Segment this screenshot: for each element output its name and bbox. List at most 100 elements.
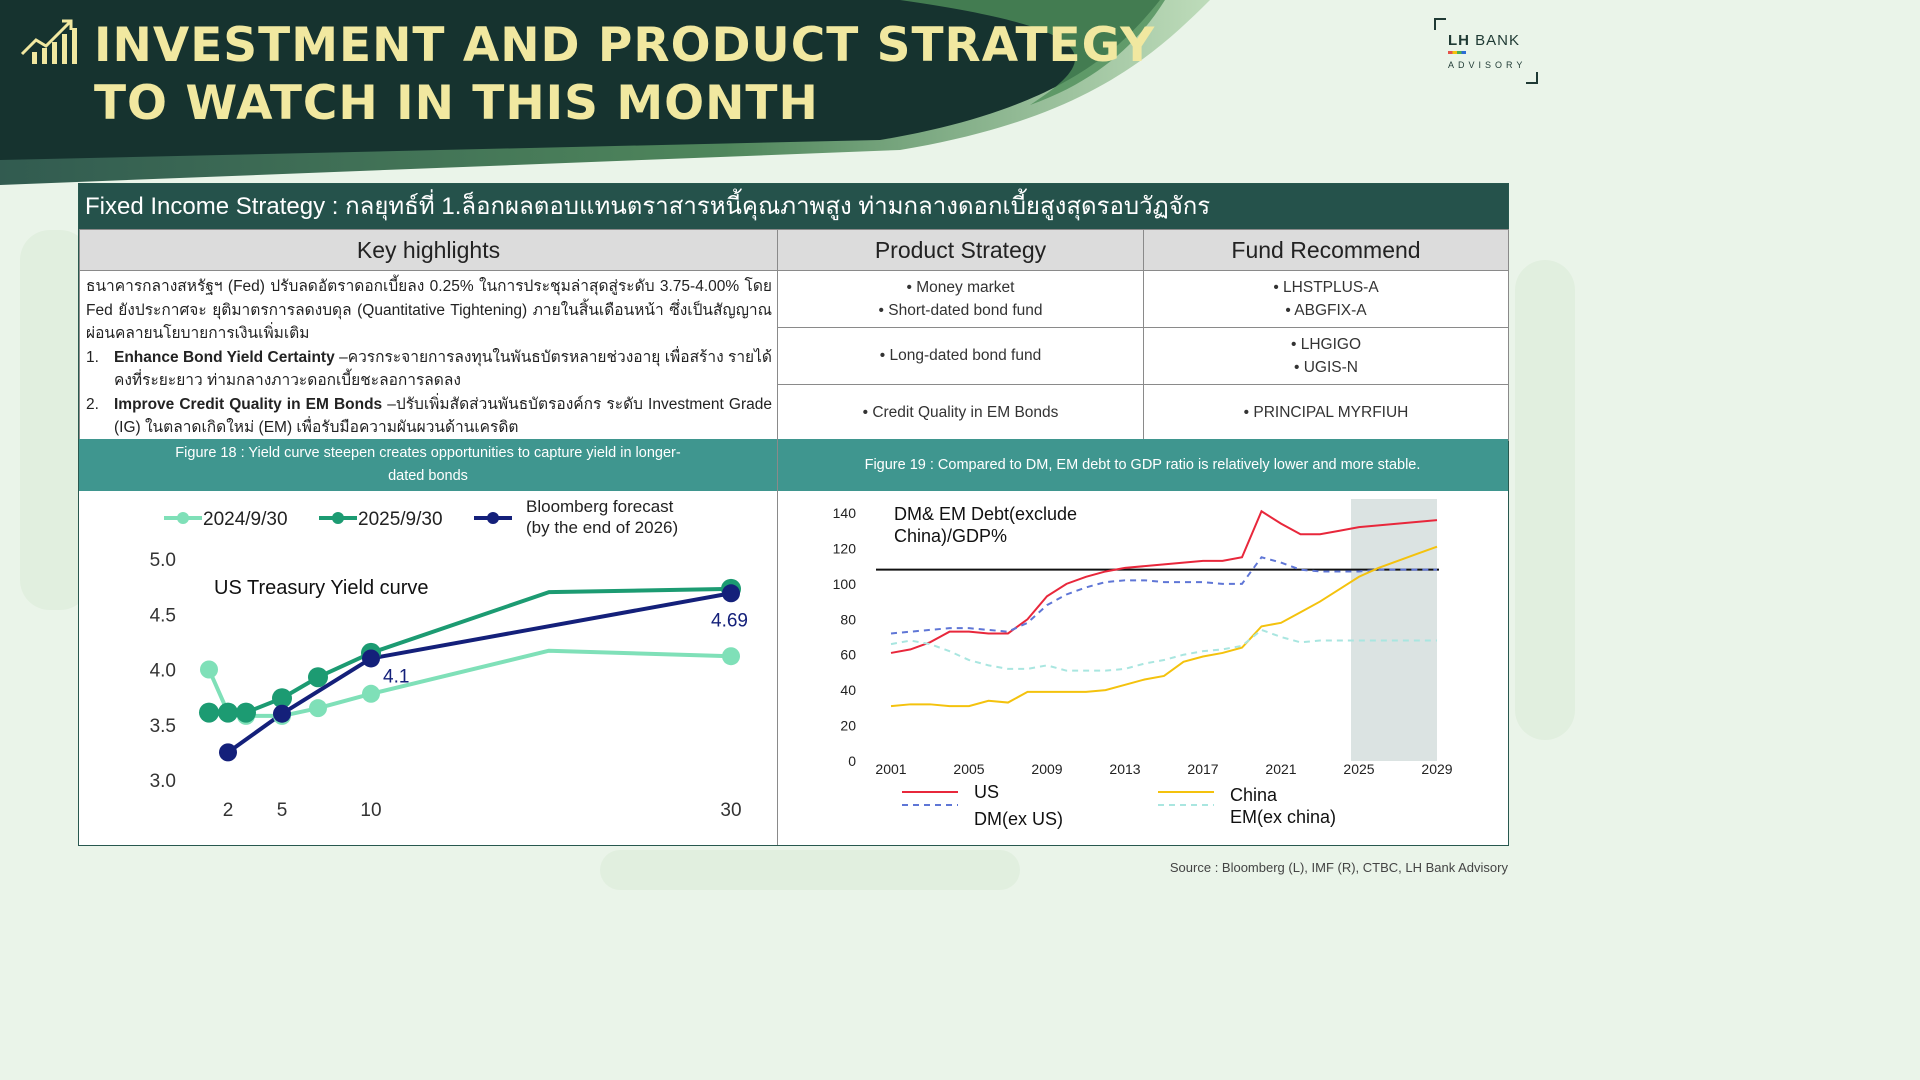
fund-item: LHGIGO bbox=[1144, 333, 1508, 357]
data-point bbox=[218, 702, 238, 723]
x-tick-label: 2029 bbox=[1421, 761, 1452, 777]
legend-label: EM(ex china) bbox=[1230, 807, 1336, 827]
legend-label: 2025/9/30 bbox=[358, 509, 443, 530]
table-row: Credit Quality in EM Bonds PRINCIPAL MYR… bbox=[80, 384, 1509, 441]
legend-label: China bbox=[1230, 785, 1278, 805]
figure-19-caption: Figure 19 : Compared to DM, EM debt to G… bbox=[777, 439, 1508, 491]
x-tick-label: 2001 bbox=[875, 761, 906, 777]
list-item-text: –ปรับเพิ่มสัดส่วนพันธบัตรองค์กร ระดับ In… bbox=[114, 395, 772, 437]
series-line bbox=[890, 628, 1437, 672]
data-point bbox=[236, 702, 256, 723]
y-tick-label: 3.0 bbox=[150, 771, 176, 792]
strategy-item: Long-dated bond fund bbox=[778, 344, 1143, 368]
legend-marker bbox=[177, 512, 189, 524]
list-item-title: Improve Credit Quality in EM Bonds bbox=[114, 395, 383, 413]
divider bbox=[777, 439, 778, 845]
fund-recommend-cell: LHSTPLUS-A ABGFIX-A bbox=[1143, 270, 1509, 328]
debt-gdp-chart: 140 120 100 80 60 40 20 0 2001 2005 2009 2013 2017 20… bbox=[778, 491, 1508, 845]
background-shape bbox=[600, 850, 1020, 890]
series-line bbox=[890, 545, 1438, 708]
y-tick-label: 120 bbox=[833, 540, 857, 556]
data-label: 4.69 bbox=[711, 610, 748, 631]
logo-wordmark: LH BANK bbox=[1448, 32, 1521, 49]
logo-advisory: ADVISORY bbox=[1448, 60, 1527, 70]
data-point bbox=[722, 647, 740, 666]
fund-item: PRINCIPAL MYRFIUH bbox=[1144, 401, 1508, 425]
strategy-table: Key highlights Product Strategy Fund Rec… bbox=[79, 229, 1509, 441]
data-point bbox=[219, 743, 237, 762]
yield-curve-chart: 5.0 4.5 4.0 3.5 3.0 2 5 10 30 US Treasury Yield c… bbox=[79, 491, 776, 845]
y-tick-label: 3.5 bbox=[150, 716, 176, 737]
y-tick-label: 60 bbox=[840, 647, 856, 663]
table-header-row: Key highlights Product Strategy Fund Rec… bbox=[79, 229, 1509, 271]
source-note: Source : Bloomberg (L), IMF (R), CTBC, L… bbox=[1169, 860, 1508, 875]
column-header: Product Strategy bbox=[777, 229, 1144, 271]
legend-label: US bbox=[974, 782, 999, 802]
y-tick-label: 4.5 bbox=[150, 605, 176, 626]
table-row: Long-dated bond fund LHGIGO UGIS-N bbox=[80, 327, 1509, 385]
column-header: Fund Recommend bbox=[1143, 229, 1509, 271]
x-tick-label: 2013 bbox=[1109, 761, 1140, 777]
background-shape bbox=[1515, 260, 1575, 740]
x-tick-label: 2021 bbox=[1265, 761, 1296, 777]
legend-marker bbox=[332, 512, 344, 524]
legend-marker bbox=[487, 512, 499, 524]
product-strategy-cell: Credit Quality in EM Bonds bbox=[777, 384, 1144, 441]
list-number: 1. bbox=[86, 348, 99, 366]
legend-label: Bloomberg forecast bbox=[526, 497, 674, 516]
fund-recommend-cell: PRINCIPAL MYRFIUH bbox=[1143, 384, 1509, 441]
logo-corner bbox=[1526, 72, 1538, 84]
page-title-line-1: INVESTMENT AND PRODUCT STRATEGY bbox=[94, 18, 1156, 73]
fund-item: LHSTPLUS-A bbox=[1144, 276, 1508, 300]
data-point bbox=[309, 699, 327, 718]
fixed-income-panel: Fixed Income Strategy : กลยุทธ์ที่ 1.ล็อ… bbox=[78, 183, 1509, 846]
yield-curve-svg: 5.0 4.5 4.0 3.5 3.0 2 5 10 30 US Treasury Yield c… bbox=[150, 497, 748, 821]
data-point bbox=[199, 702, 219, 723]
y-tick-label: 0 bbox=[848, 753, 856, 769]
strategy-item: Money market bbox=[778, 276, 1143, 300]
lh-bank-logo: LH BANK ADVISORY bbox=[1430, 18, 1540, 84]
list-item-text: –ควรกระจายการลงทุนในพันธบัตรหลายช่วงอายุ… bbox=[114, 348, 772, 390]
debt-gdp-svg: 140 120 100 80 60 40 20 0 2001 2005 2009 2013 2017 20… bbox=[833, 499, 1453, 829]
x-tick-label: 5 bbox=[277, 800, 288, 821]
highlights-intro: ธนาคารกลางสหรัฐฯ (Fed) ปรับลดอัตราดอกเบี… bbox=[86, 278, 772, 342]
series-line bbox=[226, 591, 732, 755]
header-banner: INVESTMENT AND PRODUCT STRATEGY TO WATCH… bbox=[0, 0, 1568, 200]
y-tick-label: 5.0 bbox=[150, 550, 176, 571]
fund-item: ABGFIX-A bbox=[1144, 299, 1508, 323]
chart-title: US Treasury Yield curve bbox=[214, 577, 429, 599]
legend-label: (by the end of 2026) bbox=[526, 518, 678, 537]
x-tick-label: 2005 bbox=[953, 761, 984, 777]
y-tick-label: 140 bbox=[833, 505, 857, 521]
x-tick-label: 10 bbox=[360, 800, 381, 821]
chart-title: DM& EM Debt(exclude bbox=[894, 504, 1077, 524]
key-highlights-cell: ธนาคารกลางสหรัฐฯ (Fed) ปรับลดอัตราดอกเบี… bbox=[79, 270, 778, 441]
chart-title: China)/GDP% bbox=[894, 526, 1007, 546]
data-label: 4.1 bbox=[383, 666, 409, 687]
panel-heading: Fixed Income Strategy : กลยุทธ์ที่ 1.ล็อ… bbox=[79, 184, 1508, 229]
series-line bbox=[890, 509, 1438, 654]
list-item-title: Enhance Bond Yield Certainty bbox=[114, 348, 335, 366]
y-tick-label: 80 bbox=[840, 611, 856, 627]
strategy-item: Short-dated bond fund bbox=[778, 299, 1143, 323]
page-title-line-2: TO WATCH IN THIS MONTH bbox=[94, 76, 819, 131]
data-point bbox=[362, 684, 380, 703]
y-tick-label: 100 bbox=[833, 576, 857, 592]
list-number: 2. bbox=[86, 395, 99, 413]
x-tick-label: 30 bbox=[720, 800, 741, 821]
x-tick-label: 2017 bbox=[1187, 761, 1218, 777]
list-item: 1. Enhance Bond Yield Certainty –ควรกระจ… bbox=[86, 346, 772, 393]
fund-recommend-cell: LHGIGO UGIS-N bbox=[1143, 327, 1509, 385]
figure-18-caption: Figure 18 : Yield curve steepen creates … bbox=[79, 439, 777, 491]
column-header: Key highlights bbox=[79, 229, 778, 271]
fund-item: UGIS-N bbox=[1144, 356, 1508, 380]
product-strategy-cell: Long-dated bond fund bbox=[777, 327, 1144, 385]
y-tick-label: 40 bbox=[840, 682, 856, 698]
legend-label: DM(ex US) bbox=[974, 809, 1063, 829]
table-row: ธนาคารกลางสหรัฐฯ (Fed) ปรับลดอัตราดอกเบี… bbox=[79, 270, 1509, 441]
data-point bbox=[272, 688, 292, 709]
logo-color-bar bbox=[1448, 51, 1466, 54]
series-line bbox=[890, 556, 1437, 635]
forecast-shading bbox=[1351, 499, 1437, 761]
data-point bbox=[722, 584, 740, 603]
